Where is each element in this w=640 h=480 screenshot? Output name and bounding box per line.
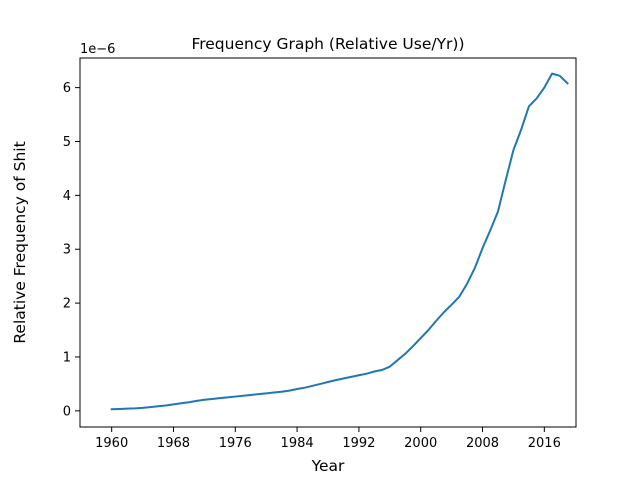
x-tick-label: 1976 — [219, 436, 252, 451]
y-tick-label: 3 — [63, 243, 71, 258]
y-tick-label: 0 — [63, 404, 71, 419]
y-tick-label: 2 — [63, 297, 71, 312]
x-tick-label: 1992 — [342, 436, 375, 451]
y-tick-label: 4 — [63, 189, 71, 204]
chart-title: Frequency Graph (Relative Use/Yr)) — [191, 35, 464, 53]
x-tick-label: 2000 — [404, 436, 437, 451]
x-tick-label: 2016 — [528, 436, 561, 451]
y-axis-offset-label: 1e−6 — [80, 42, 115, 57]
x-axis-label: Year — [311, 457, 345, 475]
y-axis-ticks: 0 1 2 3 4 5 6 — [63, 81, 80, 419]
y-tick-label: 5 — [63, 135, 71, 150]
x-tick-label: 1960 — [95, 436, 128, 451]
y-tick-label: 1 — [63, 350, 71, 365]
x-tick-label: 2008 — [466, 436, 499, 451]
series-line — [110, 72, 569, 411]
y-tick-label: 6 — [63, 81, 71, 96]
plot-area-frame — [79, 57, 577, 428]
x-tick-label: 1984 — [281, 436, 314, 451]
x-axis-ticks: 1960 1968 1976 1984 1992 2000 2008 2016 — [95, 427, 561, 451]
x-tick-label: 1968 — [157, 436, 190, 451]
y-axis-label: Relative Frequency of Shit — [11, 141, 29, 343]
